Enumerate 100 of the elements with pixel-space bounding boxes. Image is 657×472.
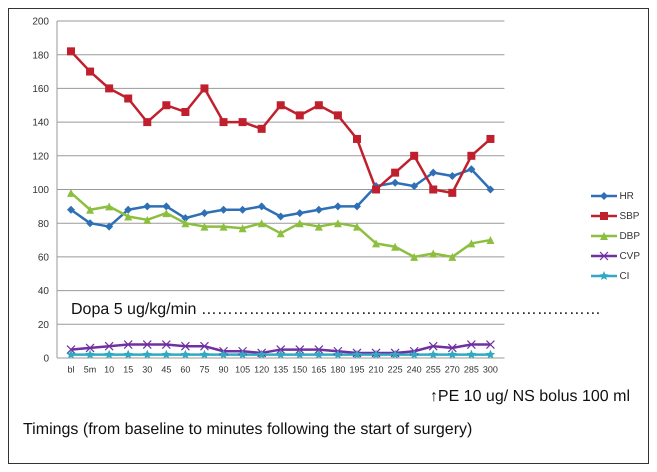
- point: [85, 350, 95, 358]
- point: [486, 186, 494, 194]
- point: [486, 236, 494, 244]
- x-tick-label: 75: [199, 364, 210, 374]
- point: [352, 222, 361, 231]
- point: [466, 340, 476, 350]
- point: [391, 178, 400, 187]
- point: [334, 219, 342, 228]
- x-tick-label: 30: [142, 364, 152, 374]
- point: [104, 342, 114, 351]
- point: [296, 219, 304, 228]
- point: [200, 222, 208, 231]
- point: [467, 239, 476, 248]
- point: [220, 222, 228, 231]
- point: [429, 250, 438, 258]
- text: ↑PE 10 ug/ NS bolus 100 ml: [430, 388, 630, 406]
- x-tick-label: 255: [426, 364, 441, 374]
- point: [372, 186, 380, 194]
- point: [181, 219, 190, 228]
- point: [467, 165, 476, 174]
- point: [467, 152, 476, 160]
- point: [258, 202, 266, 210]
- point: [391, 168, 400, 177]
- point: [258, 124, 266, 133]
- y-tick-label: 160: [32, 84, 50, 95]
- point: [162, 209, 170, 218]
- y-tick-label: 120: [32, 151, 50, 162]
- point: [66, 344, 76, 354]
- x-tick-label: 210: [368, 364, 384, 374]
- point: [105, 202, 114, 210]
- point: [276, 212, 285, 220]
- legend-label: SBP: [619, 210, 640, 222]
- point: [238, 118, 247, 126]
- point: [334, 202, 342, 210]
- point: [86, 206, 94, 214]
- point: [448, 350, 458, 358]
- point: [162, 340, 171, 350]
- point: [314, 344, 324, 354]
- legend-label: DBP: [619, 230, 640, 242]
- point: [448, 343, 457, 352]
- point: [143, 202, 152, 210]
- point: [448, 252, 456, 261]
- point: [67, 47, 75, 56]
- point: [66, 350, 76, 358]
- point: [162, 350, 172, 358]
- point: [200, 350, 210, 358]
- point: [105, 222, 114, 231]
- x-tick-label: 60: [180, 364, 190, 374]
- point: [85, 343, 95, 352]
- x-tick-label: 45: [161, 364, 172, 374]
- point: [180, 342, 190, 351]
- point: [218, 350, 228, 358]
- x-tick-label: 270: [444, 364, 460, 374]
- point: [448, 172, 456, 180]
- point: [486, 134, 494, 143]
- point: [276, 101, 285, 110]
- x-tick-label: 5m: [84, 364, 96, 374]
- x-tick-label: 135: [273, 364, 288, 374]
- point: [333, 346, 343, 356]
- point: [162, 202, 170, 210]
- point: [142, 350, 152, 358]
- x-tick-label: 225: [388, 364, 403, 374]
- point: [258, 219, 266, 228]
- point: [143, 216, 152, 224]
- point: [296, 209, 304, 218]
- y-tick-label: 180: [32, 50, 50, 62]
- y-tick-label: 80: [38, 218, 50, 230]
- x-tick-label: 195: [349, 364, 364, 374]
- point: [314, 350, 324, 358]
- y-tick-label: 100: [32, 185, 50, 196]
- point: [181, 108, 190, 116]
- point: [314, 222, 323, 231]
- legend-label: CI: [619, 270, 630, 282]
- x-tick-label: 180: [330, 364, 346, 374]
- point: [143, 118, 152, 126]
- point: [410, 182, 418, 190]
- legend-label: HR: [619, 190, 634, 202]
- y-tick-label: 140: [32, 118, 50, 129]
- y-tick-label: 20: [38, 320, 50, 331]
- x-tick-label: 10: [104, 364, 114, 374]
- point: [86, 219, 94, 228]
- point: [410, 152, 418, 160]
- point: [429, 168, 438, 177]
- x-tick-label: 105: [235, 364, 250, 374]
- point: [181, 214, 190, 222]
- point: [238, 346, 248, 356]
- point: [124, 340, 133, 350]
- point: [86, 68, 94, 76]
- x-tick-label: bl: [67, 364, 75, 374]
- point: [428, 342, 438, 351]
- x-tick-label: 285: [464, 364, 479, 374]
- point: [372, 239, 380, 248]
- point: [429, 186, 438, 194]
- point: [276, 229, 285, 238]
- point: [276, 350, 286, 358]
- point: [162, 101, 170, 110]
- y-tick-label: 0: [43, 354, 50, 365]
- point: [200, 342, 210, 351]
- x-tick-label: 120: [254, 364, 270, 374]
- x-tick-label: 240: [406, 364, 422, 374]
